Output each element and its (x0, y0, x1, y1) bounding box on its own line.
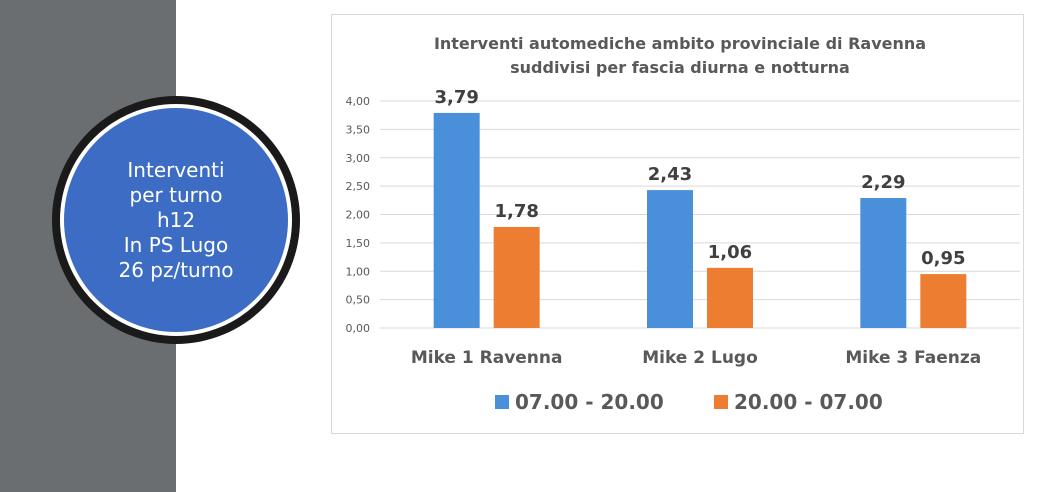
info-badge: Interventi per turno h12 In PS Lugo 26 p… (52, 96, 300, 344)
badge-circle: Interventi per turno h12 In PS Lugo 26 p… (64, 108, 288, 332)
legend-label: 20.00 - 07.00 (734, 390, 883, 414)
bar-series-1 (860, 198, 907, 328)
bar-series-2 (493, 226, 540, 328)
badge-line-2: per turno (129, 182, 223, 207)
chart-title-line-1: Interventi automediche ambito provincial… (434, 34, 926, 53)
y-tick-label: 4,00 (346, 95, 371, 108)
bar-series-1 (433, 112, 480, 328)
y-tick-label: 3,50 (346, 123, 371, 136)
category-label: Mike 2 Lugo (642, 348, 758, 368)
y-tick-label: 1,00 (346, 265, 371, 278)
y-tick-label: 0,50 (346, 294, 371, 307)
category-label: Mike 1 Ravenna (411, 348, 563, 368)
badge-line-4: In PS Lugo (123, 232, 229, 257)
badge-line-1: Interventi (127, 157, 225, 182)
badge-line-3: h12 (156, 207, 196, 232)
data-label: 2,43 (648, 164, 692, 185)
y-tick-label: 1,50 (346, 237, 371, 250)
chart-title-line-2: suddivisi per fascia diurna e notturna (510, 58, 850, 77)
bar-series-2 (707, 267, 753, 328)
data-label: 1,78 (494, 201, 538, 222)
badge-line-5: 26 pz/turno (118, 257, 234, 282)
badge-ring: Interventi per turno h12 In PS Lugo 26 p… (60, 104, 292, 336)
y-tick-label: 2,50 (346, 180, 371, 193)
bar-series-1 (647, 190, 693, 328)
data-label: 2,29 (861, 172, 905, 193)
y-tick-label: 2,00 (346, 209, 371, 222)
legend-swatch (495, 395, 509, 409)
legend-swatch (714, 395, 728, 409)
data-label: 1,06 (708, 242, 752, 263)
y-tick-label: 0,00 (346, 322, 371, 335)
chart-panel: Interventi automediche ambito provincial… (331, 14, 1024, 434)
legend-label: 07.00 - 20.00 (515, 390, 664, 414)
bar-chart: Interventi automediche ambito provincial… (346, 34, 1020, 414)
bar-series-2 (920, 274, 967, 328)
category-label: Mike 3 Faenza (845, 348, 981, 368)
data-label: 3,79 (434, 87, 478, 108)
y-tick-label: 3,00 (346, 152, 371, 165)
data-label: 0,95 (921, 248, 965, 269)
